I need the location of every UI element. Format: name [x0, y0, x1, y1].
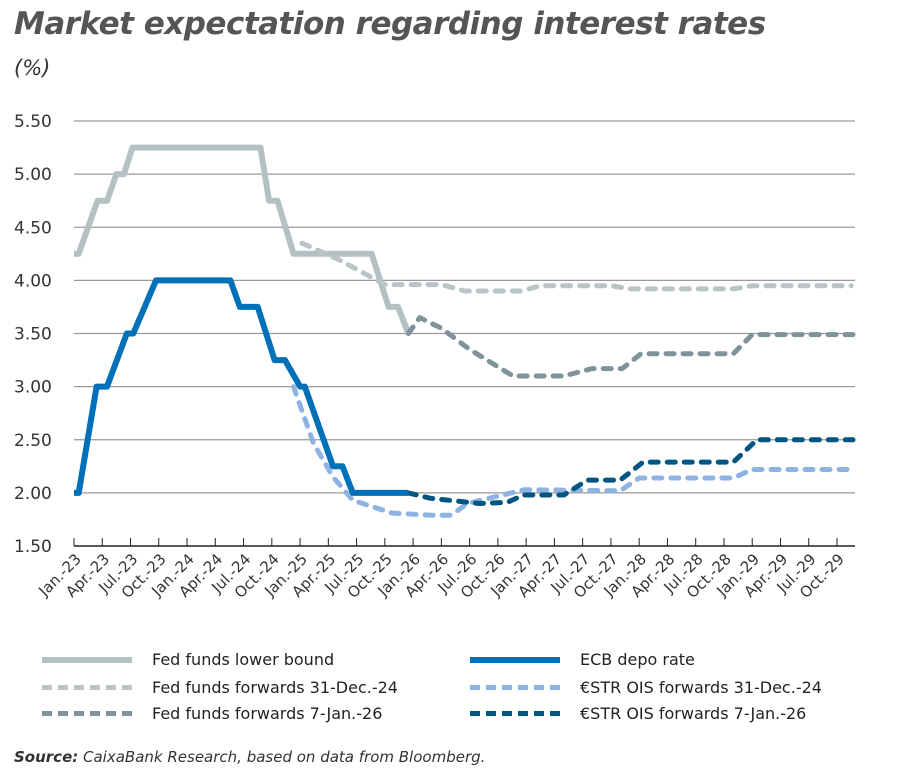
source-label: Source: — [14, 748, 79, 766]
legend-label: €STR OIS forwards 7-Jan.-26 — [580, 704, 807, 723]
series-line--str-ois-forwards-7-jan-26 — [405, 437, 856, 506]
legend-item-fed-fwd-dec24: Fed funds forwards 31-Dec.-24 — [42, 678, 398, 697]
legend-swatch — [42, 685, 132, 690]
legend-label: ECB depo rate — [580, 650, 695, 669]
legend-swatch — [42, 656, 132, 663]
legend-label: Fed funds forwards 7-Jan.-26 — [152, 704, 383, 723]
source-text: CaixaBank Research, based on data from B… — [78, 748, 486, 766]
series-line--str-ois-forwards-31-dec-24 — [291, 384, 855, 518]
y-tick-label: 5.50 — [14, 112, 52, 132]
y-tick-label: 5.00 — [14, 165, 52, 185]
legend-swatch — [470, 685, 560, 690]
legend-item-ecb: ECB depo rate — [470, 650, 695, 669]
series-line-fed-funds-forwards-31-dec-24 — [299, 240, 854, 294]
y-tick-label: 3.50 — [14, 325, 52, 345]
chart-title: Market expectation regarding interest ra… — [14, 6, 766, 42]
y-tick-label: 4.00 — [14, 271, 52, 291]
legend-label: Fed funds lower bound — [152, 650, 335, 669]
legend-label: €STR OIS forwards 31-Dec.-24 — [580, 678, 822, 697]
y-tick-label: 2.50 — [14, 431, 52, 451]
y-tick-label: 3.00 — [14, 378, 52, 398]
legend-swatch — [470, 656, 560, 663]
series-line-ecb-depo-rate — [74, 277, 409, 496]
legend-swatch — [42, 711, 132, 716]
series-line-fed-funds-lower-bound — [74, 144, 412, 335]
legend-item-fed-fwd-jan26: Fed funds forwards 7-Jan.-26 — [42, 704, 382, 723]
y-tick-label: 1.50 — [14, 537, 52, 557]
legend-item-fed-funds: Fed funds lower bound — [42, 650, 334, 669]
legend-label: Fed funds forwards 31-Dec.-24 — [152, 678, 398, 697]
legend-item-estr-fwd-jan26: €STR OIS forwards 7-Jan.-26 — [470, 704, 806, 723]
y-tick-label: 4.50 — [14, 218, 52, 238]
y-tick-label: 2.00 — [14, 484, 52, 504]
y-axis-unit: (%) — [14, 56, 51, 80]
series-line-fed-funds-forwards-7-jan-26 — [405, 315, 856, 379]
legend-item-estr-fwd-dec24: €STR OIS forwards 31-Dec.-24 — [470, 678, 822, 697]
legend-swatch — [470, 711, 560, 716]
source-note: Source: CaixaBank Research, based on dat… — [14, 748, 485, 766]
